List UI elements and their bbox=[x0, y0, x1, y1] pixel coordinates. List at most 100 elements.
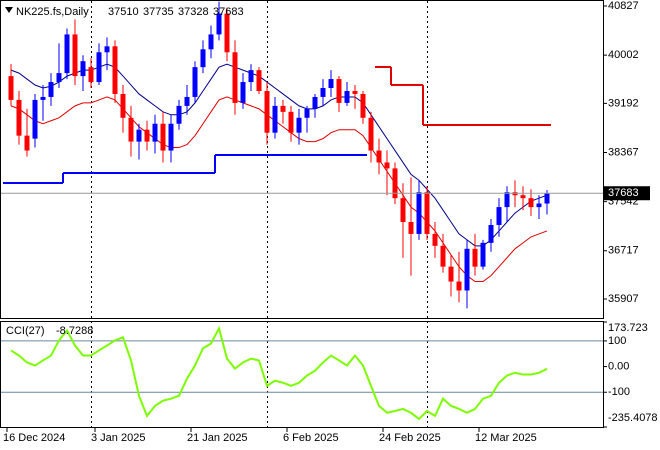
candle-body bbox=[64, 34, 70, 74]
candle-body bbox=[80, 61, 86, 77]
cci-label: CCI(27) bbox=[6, 325, 45, 337]
candle-body bbox=[256, 70, 262, 91]
candle-body bbox=[400, 198, 406, 223]
cci-tick-label: 0.00 bbox=[608, 360, 629, 372]
candle-body bbox=[224, 13, 230, 53]
chart-title: NK225.fs,Daily bbox=[16, 6, 89, 18]
candle-body bbox=[208, 34, 214, 50]
candle-body bbox=[344, 90, 350, 103]
candle-body bbox=[472, 248, 478, 267]
x-tick-label: 16 Dec 2024 bbox=[3, 432, 65, 444]
candle-body bbox=[160, 123, 166, 151]
candle-body bbox=[320, 88, 326, 97]
x-tick-label: 24 Feb 2025 bbox=[379, 432, 441, 444]
candle-body bbox=[152, 123, 158, 142]
y-tick-label: 35907 bbox=[608, 293, 639, 305]
candle-body bbox=[504, 192, 510, 208]
candle-body bbox=[120, 93, 126, 118]
candle-body bbox=[40, 96, 46, 100]
candle-body bbox=[16, 99, 22, 136]
candle-body bbox=[176, 105, 182, 124]
x-tick-label: 21 Jan 2025 bbox=[187, 432, 248, 444]
high-value: 37735 bbox=[143, 6, 174, 18]
candle-body bbox=[464, 248, 470, 291]
candle-body bbox=[440, 245, 446, 267]
candle-body bbox=[184, 96, 190, 106]
cci-tick-label: 100 bbox=[608, 335, 626, 347]
candle-body bbox=[280, 105, 286, 112]
main-panel bbox=[0, 0, 604, 319]
candle-body bbox=[248, 70, 254, 83]
y-tick-label: 36717 bbox=[608, 245, 639, 257]
candle-body bbox=[240, 82, 246, 103]
candle-body bbox=[416, 192, 422, 234]
cci-tick-label: 173.723 bbox=[608, 322, 648, 334]
candle-body bbox=[456, 281, 462, 291]
x-tick-label: 3 Jan 2025 bbox=[91, 432, 145, 444]
candle-body bbox=[480, 242, 486, 267]
candle-body bbox=[528, 198, 534, 208]
candle-body bbox=[360, 93, 366, 118]
cci-tick-label: -235.4078 bbox=[608, 412, 658, 424]
candle-body bbox=[24, 135, 30, 151]
y-tick-label: 39192 bbox=[608, 97, 639, 109]
candle-body bbox=[272, 105, 278, 133]
candle-body bbox=[144, 129, 150, 142]
candle-body bbox=[488, 224, 494, 243]
candle-body bbox=[328, 79, 334, 89]
candle-body bbox=[112, 46, 118, 94]
candle-body bbox=[32, 99, 38, 139]
candle-body bbox=[8, 76, 14, 100]
cci-tick-label: -100 bbox=[608, 386, 630, 398]
x-tick-label: 12 Mar 2025 bbox=[475, 432, 537, 444]
price-label: 37683 bbox=[608, 187, 639, 199]
candle-body bbox=[304, 108, 310, 118]
candle-body bbox=[424, 192, 430, 234]
candle-body bbox=[168, 123, 174, 151]
candle-body bbox=[296, 117, 302, 133]
candle-body bbox=[368, 117, 374, 151]
candle-body bbox=[128, 117, 134, 142]
candle-body bbox=[536, 203, 542, 208]
candle-body bbox=[48, 82, 54, 97]
candle-body bbox=[392, 168, 398, 199]
candle-body bbox=[264, 90, 270, 133]
candle-body bbox=[448, 266, 454, 282]
candle-body bbox=[496, 207, 502, 225]
candle-body bbox=[384, 162, 390, 169]
candle-body bbox=[136, 129, 142, 142]
candle-body bbox=[336, 79, 342, 103]
moving-average bbox=[10, 96, 548, 283]
y-tick-label: 40827 bbox=[608, 0, 639, 12]
cci-panel bbox=[0, 321, 604, 428]
candle-body bbox=[88, 67, 94, 83]
candle-body bbox=[216, 13, 222, 35]
low-value: 37328 bbox=[178, 6, 209, 18]
candle-body bbox=[232, 52, 238, 103]
candle-body bbox=[96, 52, 102, 83]
x-tick-label: 6 Feb 2025 bbox=[283, 432, 339, 444]
candle-body bbox=[376, 150, 382, 163]
candle-body bbox=[432, 233, 438, 246]
cci-value: -8.7288 bbox=[56, 325, 93, 337]
candle-body bbox=[200, 49, 206, 68]
y-tick-label: 40002 bbox=[608, 49, 639, 61]
candle-body bbox=[544, 193, 550, 204]
candle-body bbox=[520, 195, 526, 199]
candle-body bbox=[288, 111, 294, 133]
y-tick-label: 38367 bbox=[608, 146, 639, 158]
candle-body bbox=[56, 73, 62, 83]
price-label-box bbox=[604, 186, 650, 201]
candle-body bbox=[104, 46, 110, 53]
candle-body bbox=[408, 222, 414, 234]
candle-body bbox=[312, 96, 318, 109]
close-value: 37683 bbox=[213, 6, 244, 18]
candle-body bbox=[352, 90, 358, 94]
open-value: 37510 bbox=[108, 6, 139, 18]
menu-icon bbox=[5, 7, 13, 13]
cci-line bbox=[10, 325, 548, 421]
